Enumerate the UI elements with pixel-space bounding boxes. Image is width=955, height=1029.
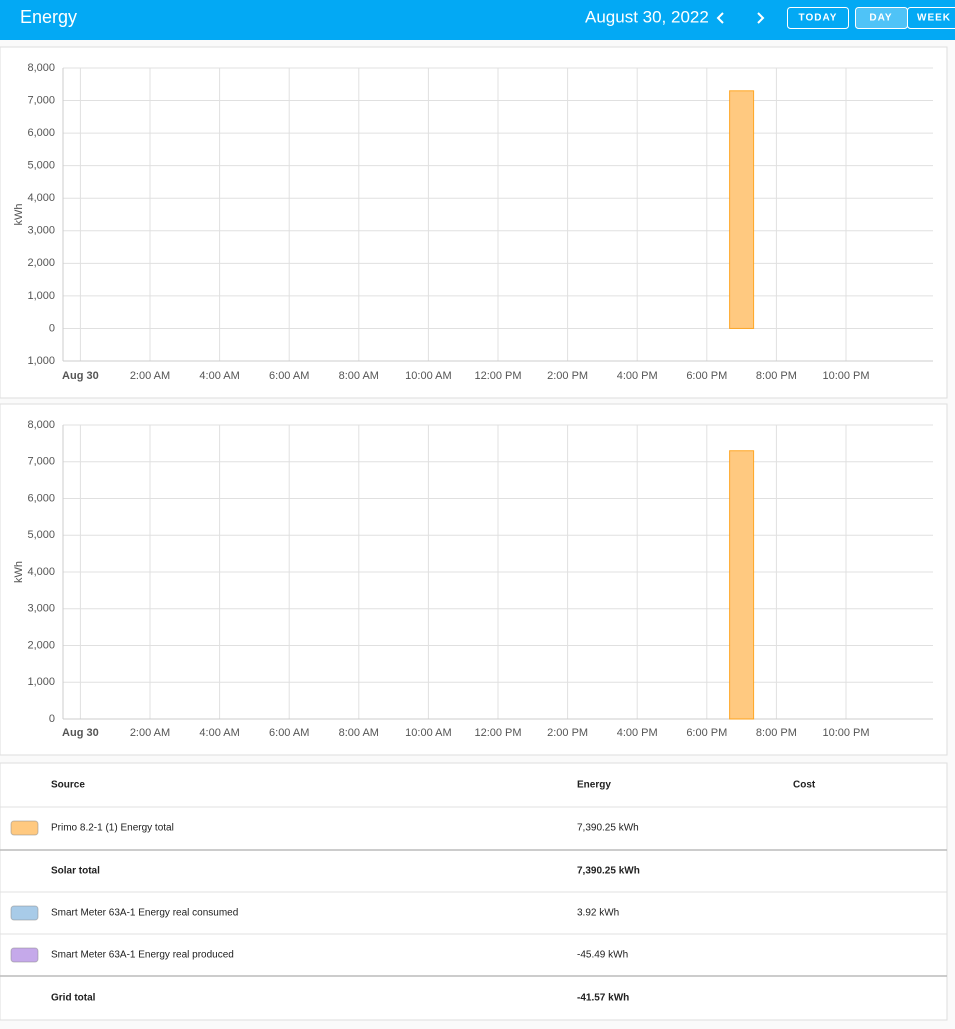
y-tick-label: 0 xyxy=(49,713,55,725)
energy-cell: 3.92 kWh xyxy=(577,908,619,919)
y-tick-label: 0 xyxy=(49,322,55,334)
week-label: WEEK xyxy=(917,13,951,24)
x-tick-label: 10:00 PM xyxy=(822,727,869,739)
y-tick-label: 1,000 xyxy=(27,290,55,302)
x-tick-label: 2:00 AM xyxy=(130,370,170,382)
column-header: Cost xyxy=(793,780,816,791)
y-tick-label: 8,000 xyxy=(27,62,55,74)
x-tick-label: 4:00 AM xyxy=(199,370,239,382)
x-tick-label: 8:00 AM xyxy=(339,370,379,382)
y-tick-label: 7,000 xyxy=(27,456,55,468)
source-cell: Solar total xyxy=(51,866,100,877)
x-tick-label: 8:00 AM xyxy=(339,727,379,739)
x-tick-label: 12:00 PM xyxy=(474,727,521,739)
x-tick-label: 6:00 AM xyxy=(269,727,309,739)
y-tick-label: 1,000 xyxy=(27,355,55,367)
page-title: Energy xyxy=(20,7,77,27)
source-cell: Grid total xyxy=(51,993,96,1004)
x-tick-label: 4:00 PM xyxy=(617,370,658,382)
bar xyxy=(730,451,754,719)
color-swatch xyxy=(11,906,38,920)
y-tick-label: 4,000 xyxy=(27,192,55,204)
y-axis-title: kWh xyxy=(13,204,25,226)
x-tick-label: 6:00 PM xyxy=(686,727,727,739)
card xyxy=(0,47,947,398)
y-tick-label: 5,000 xyxy=(27,160,55,172)
y-axis-title: kWh xyxy=(13,561,25,583)
column-header: Energy xyxy=(577,780,611,791)
x-tick-label: 6:00 AM xyxy=(269,370,309,382)
x-tick-label: 10:00 AM xyxy=(405,727,451,739)
today-label: TODAY xyxy=(799,13,838,24)
y-tick-label: 8,000 xyxy=(27,419,55,431)
y-tick-label: 1,000 xyxy=(27,676,55,688)
energy-cell: -41.57 kWh xyxy=(577,993,629,1004)
x-tick-label: 2:00 PM xyxy=(547,727,588,739)
source-cell: Smart Meter 63A-1 Energy real produced xyxy=(51,950,234,961)
source-cell: Smart Meter 63A-1 Energy real consumed xyxy=(51,908,238,919)
y-tick-label: 6,000 xyxy=(27,492,55,504)
y-tick-label: 7,000 xyxy=(27,94,55,106)
x-tick-label: 6:00 PM xyxy=(686,370,727,382)
x-tick-label: 8:00 PM xyxy=(756,370,797,382)
date-label: August 30, 2022 xyxy=(585,7,709,26)
x-tick-label: 2:00 AM xyxy=(130,727,170,739)
energy-cell: -45.49 kWh xyxy=(577,950,628,961)
x-tick-label: 12:00 PM xyxy=(474,370,521,382)
x-tick-label: 10:00 AM xyxy=(405,370,451,382)
energy-cell: 7,390.25 kWh xyxy=(577,823,639,834)
color-swatch xyxy=(11,821,38,835)
bar xyxy=(730,91,754,329)
column-header: Source xyxy=(51,780,85,791)
x-tick-label: Aug 30 xyxy=(62,727,99,739)
card xyxy=(0,404,947,755)
x-tick-label: 10:00 PM xyxy=(822,370,869,382)
energy-cell: 7,390.25 kWh xyxy=(577,866,640,877)
color-swatch xyxy=(11,948,38,962)
x-tick-label: 4:00 PM xyxy=(617,727,658,739)
y-tick-label: 6,000 xyxy=(27,127,55,139)
source-cell: Primo 8.2-1 (1) Energy total xyxy=(51,823,174,834)
y-tick-label: 5,000 xyxy=(27,529,55,541)
y-tick-label: 2,000 xyxy=(27,639,55,651)
x-tick-label: 2:00 PM xyxy=(547,370,588,382)
y-tick-label: 2,000 xyxy=(27,257,55,269)
y-tick-label: 3,000 xyxy=(27,603,55,615)
x-tick-label: Aug 30 xyxy=(62,370,99,382)
x-tick-label: 8:00 PM xyxy=(756,727,797,739)
y-tick-label: 3,000 xyxy=(27,225,55,237)
x-tick-label: 4:00 AM xyxy=(199,727,239,739)
y-tick-label: 4,000 xyxy=(27,566,55,578)
day-label: DAY xyxy=(869,13,892,24)
